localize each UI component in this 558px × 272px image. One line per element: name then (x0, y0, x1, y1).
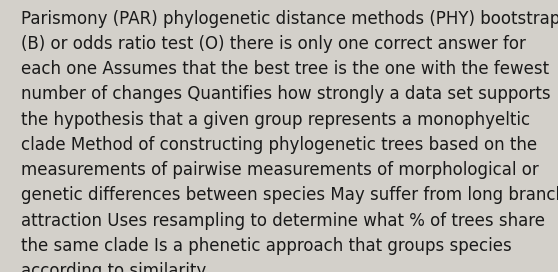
Text: Parismony (PAR) phylogenetic distance methods (PHY) bootstrap
(B) or odds ratio : Parismony (PAR) phylogenetic distance me… (21, 10, 558, 272)
